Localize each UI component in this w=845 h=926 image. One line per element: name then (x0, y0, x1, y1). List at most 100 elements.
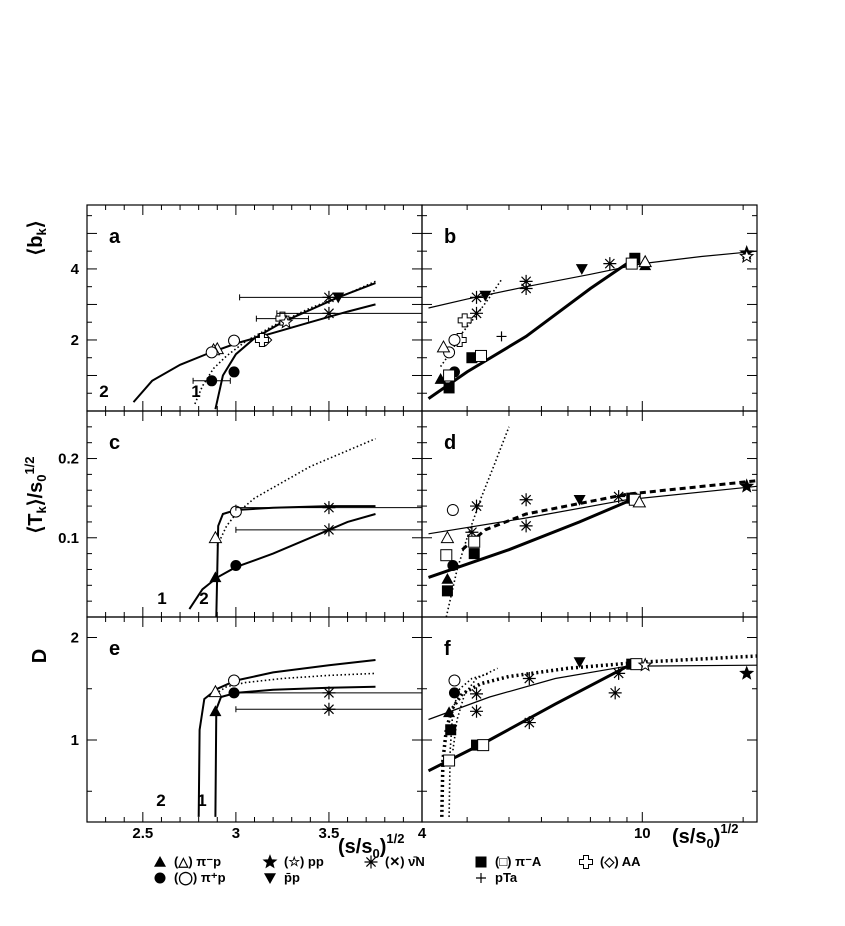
legend-label: p̄p (284, 870, 300, 885)
points-f (443, 657, 755, 767)
point-tri-open (440, 530, 455, 544)
point-square-open (477, 739, 490, 752)
panel-d: d (421, 410, 758, 618)
ticks-e (86, 617, 423, 822)
point-square-open (474, 349, 487, 362)
legend-item: p̄p (264, 870, 300, 885)
point-snow (322, 702, 336, 716)
ticks-c (86, 410, 423, 618)
point-snow (470, 306, 484, 320)
legend-label: (☆) pp (284, 854, 324, 869)
curve-b-1 (427, 257, 636, 400)
curve-a-1 (214, 282, 376, 410)
legend-item: pTa (476, 870, 518, 885)
point-square-fill (471, 739, 483, 751)
point-snow (470, 290, 484, 304)
point-snow (465, 525, 479, 539)
ticks-f (422, 617, 757, 822)
point-snow (322, 290, 336, 304)
point-tri-down-fill (575, 264, 588, 275)
legend-item: (□) π⁻A (475, 854, 542, 869)
curve-d-1 (428, 498, 633, 579)
y-tick-label: 2 (71, 332, 79, 349)
panel-f: 10 f (421, 616, 758, 842)
point-square-fill (441, 585, 453, 597)
points-a (192, 290, 423, 387)
curve-e-2 (214, 672, 376, 695)
point-square-open (625, 257, 638, 270)
ylabel-tk: ⟨Tk⟩/s01/2 (22, 456, 49, 533)
legend-label: (□) π⁻A (495, 854, 542, 869)
panel-b: b (421, 204, 758, 412)
point-snow (612, 666, 626, 680)
curve-b-0 (428, 250, 757, 309)
point-tri-down-fill (332, 292, 345, 304)
legend-marker-tri-down-fill (264, 873, 276, 884)
point-tri-up-fill (209, 705, 222, 717)
curve-c-2 (216, 437, 376, 547)
legend-item: (△) π⁻p (154, 854, 221, 869)
y-tick-label: 1 (71, 732, 79, 749)
point-square-fill (445, 724, 457, 736)
curve-c-0 (188, 513, 376, 610)
point-tri-down-fill (573, 494, 586, 506)
point-plus (496, 331, 507, 342)
point-square-fill (466, 352, 478, 364)
x-tick-label: 4 (418, 825, 427, 842)
point-square-open (468, 535, 481, 548)
point-tri-open (208, 684, 223, 698)
panel-label-b: b (444, 226, 456, 248)
point-snow (519, 281, 533, 295)
axes-text-group: ⟨bk⟩ ⟨Tk⟩/s01/2 D (s/s0)1/2 (s/s0)1/2 (22, 220, 738, 861)
point-circ-fill (228, 366, 240, 378)
legend-marker-star-fill (262, 854, 278, 869)
point-circ-open (448, 333, 461, 346)
x-tick-label: 2.5 (132, 825, 153, 842)
point-square-open (443, 754, 456, 767)
legend-label: (✕) ν̄N (385, 854, 425, 869)
point-snow (519, 519, 533, 533)
point-square-fill (468, 548, 480, 560)
point-snow (470, 687, 484, 701)
x-tick-label: 3.5 (319, 825, 340, 842)
points-d (440, 478, 755, 597)
legend-marker-circ-fill (154, 872, 166, 884)
point-circ-open (205, 346, 218, 359)
y-tick-label: 0.1 (58, 530, 79, 547)
x-tick-label: 10 (634, 825, 651, 842)
point-square-open (440, 549, 453, 562)
panel-label-d: d (444, 432, 456, 454)
point-star-fill (739, 478, 755, 493)
ticks-a (86, 205, 423, 412)
panel-label-a: a (109, 226, 121, 248)
legend-item: (☆) pp (262, 854, 324, 869)
point-snow (522, 716, 536, 730)
point-tri-open (208, 530, 223, 544)
point-circ-fill (228, 687, 240, 699)
point-snow (603, 257, 617, 271)
panel-c: 0.1 0.2 c 1 2 (58, 410, 423, 618)
curve-label: 1 (197, 791, 206, 810)
point-circ-open (228, 334, 241, 347)
legend-marker-tri-up-fill (154, 856, 166, 867)
point-tri-open (632, 495, 647, 508)
curve-label: 2 (199, 589, 208, 608)
legend-marker-plus (476, 873, 486, 883)
point-snow (522, 672, 536, 685)
point-tri-open (638, 254, 653, 268)
point-snow (322, 523, 336, 537)
curves-d (428, 426, 757, 617)
legend-label: (△) π⁻p (174, 854, 221, 869)
point-circ-fill (447, 560, 459, 571)
ticks-b (422, 205, 757, 412)
panel-label-e: e (109, 638, 120, 660)
point-square-fill (443, 382, 455, 394)
legend-label: (◯) π⁺p (174, 870, 226, 886)
panel-frame-e (86, 616, 423, 823)
points-b (434, 245, 755, 394)
legend-marker-snow (364, 855, 378, 869)
point-snow (322, 306, 336, 320)
curve-d-2 (445, 426, 510, 617)
panel-frame-c (86, 410, 423, 618)
